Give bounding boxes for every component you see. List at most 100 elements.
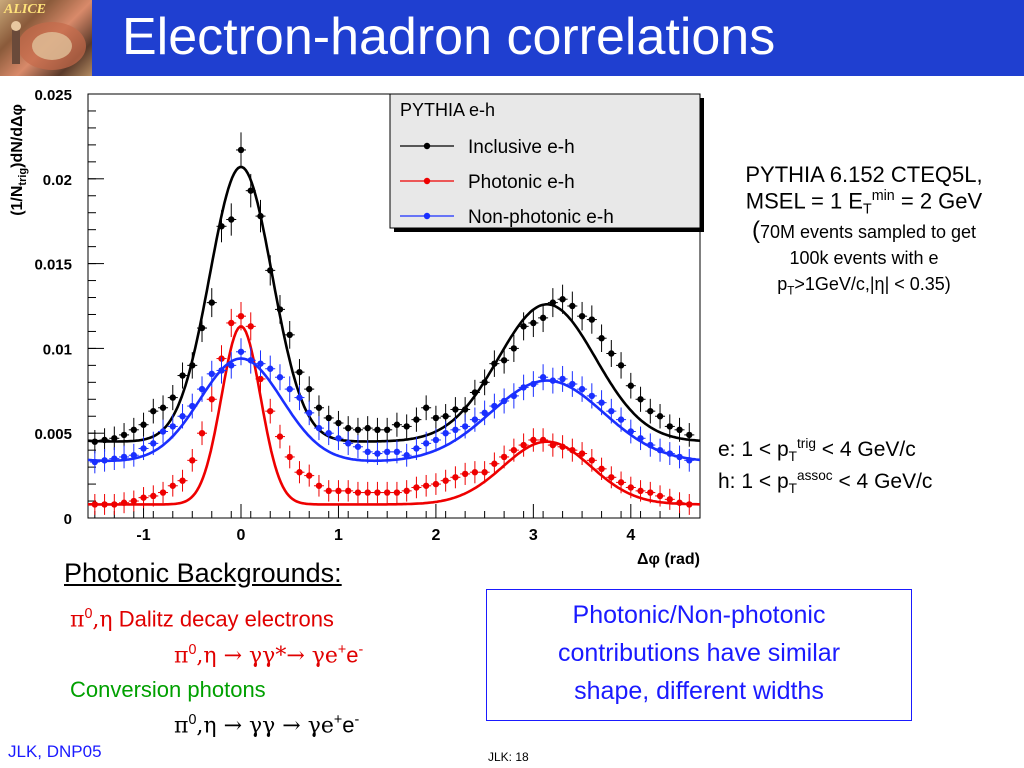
conv-eq-plus: + [333,712,343,728]
e-cut-sup: trig [796,436,816,451]
pi-sup: 0 [84,606,93,622]
data-point [471,416,479,423]
data-point [500,397,508,405]
data-point [413,445,420,452]
data-point [598,465,605,473]
data-point [374,426,381,434]
data-point [140,494,147,501]
events-text: 70M events sampled to get [759,221,977,242]
data-point [179,372,186,379]
logo-text: ALICE [4,2,47,17]
y-tick-label: 0.025 [34,87,72,104]
data-point [510,345,518,352]
data-point [569,302,576,310]
data-point [637,435,644,442]
data-point [413,484,420,491]
data-point [432,414,440,422]
data-point [617,479,625,486]
hadron-cut: h: 1 < pTassoc < 4 GeV/c [718,468,932,496]
data-point [686,501,693,508]
x-tick-label: -1 [136,527,150,544]
alice-logo: ALICE [0,0,92,76]
data-point [374,450,381,457]
data-point [189,402,196,410]
data-point [228,216,235,223]
legend-marker [423,212,431,220]
data-point [549,441,557,449]
data-point [627,382,635,389]
data-point [120,431,128,439]
data-point [208,370,215,378]
dalitz-equation: π0,η → γγ*→ γe+e- [174,642,363,668]
msel-value: = 2 GeV [894,188,983,214]
data-point [130,497,138,505]
dalitz-eq-e: e [346,642,359,668]
data-point [559,375,566,383]
legend-title: PYTHIA e-h [400,100,495,120]
data-point [510,446,518,454]
backgrounds-heading: Photonic Backgrounds: [64,558,342,588]
pythia-events-2: 100k events with e [789,247,939,268]
eta-symbol: ,η [92,607,113,633]
dalitz-eq-pi: π [174,643,189,669]
pythia-msel: MSEL = 1 ETmin = 2 GeV [704,188,1024,218]
data-point [218,223,225,230]
data-point [520,384,527,391]
data-point [510,392,518,400]
data-point [267,365,274,372]
data-point [393,421,401,428]
data-point [276,306,284,313]
data-point [169,423,176,430]
conv-eq-pi: π [174,713,189,739]
conv-eq-e: e [342,712,355,738]
data-point [286,453,293,461]
data-point [666,423,673,430]
h-cut-a: h: 1 < p [718,470,789,493]
data-point [676,453,683,461]
data-point [491,402,498,410]
data-point [647,441,654,449]
data-point [686,457,693,464]
data-point [335,419,342,427]
h-cut-sub: T [788,481,797,497]
data-point [403,487,410,495]
dalitz-eq-sup: 0 [188,642,197,658]
pt-cut: >1GeV/c,|η| < 0.35) [794,273,951,294]
data-point [257,212,264,220]
data-point [130,426,138,434]
data-point [179,413,186,420]
data-point [150,492,157,500]
callout-line-1: Photonic/Non-photonic [572,601,826,629]
fit-curve-inclusive-e-h [87,165,701,443]
data-point [422,482,430,489]
y-tick-label: 0 [64,511,72,528]
data-point [306,472,313,479]
y-tick-label: 0.015 [34,257,72,274]
data-point [520,323,527,330]
data-point [461,423,469,430]
e-cut-sub: T [788,449,797,465]
data-point [627,428,635,435]
data-point [296,469,303,476]
data-point [276,433,284,440]
data-point [218,367,225,374]
data-point [344,440,352,447]
data-point [335,487,342,495]
data-point [442,413,449,420]
data-point [656,413,664,420]
legend-box [389,93,701,229]
data-point [228,362,235,369]
paren: ( [751,216,760,244]
data-point [539,436,547,444]
data-point [130,452,138,459]
data-point [208,299,215,306]
data-point [247,187,254,194]
y-axis-label: (1/Ntrig)dN/dΔφ [9,104,29,216]
data-point [354,489,362,496]
data-point [276,374,284,381]
data-point [617,416,625,423]
data-point [111,501,118,508]
data-point [91,438,99,445]
data-point [608,474,615,481]
data-point [374,489,381,496]
